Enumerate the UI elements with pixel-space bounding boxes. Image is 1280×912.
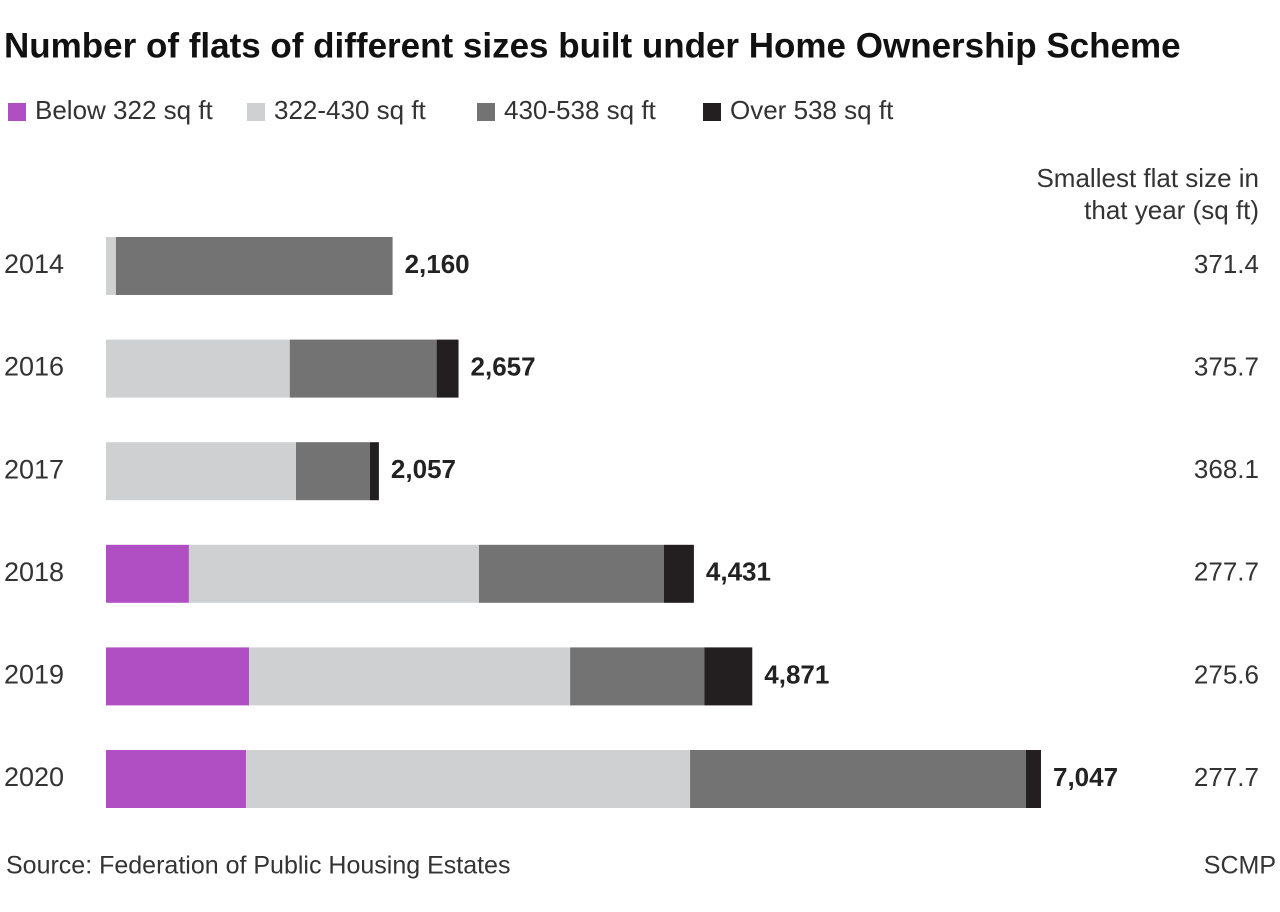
y-tick-label: 2017 bbox=[4, 454, 64, 484]
total-label: 4,871 bbox=[764, 659, 829, 689]
bar-segment bbox=[289, 339, 437, 398]
legend-swatch bbox=[247, 103, 265, 121]
bar-segment bbox=[1026, 750, 1041, 808]
bar-segment bbox=[295, 442, 370, 501]
y-tick-label: 2014 bbox=[4, 249, 64, 279]
bar-segment bbox=[436, 339, 459, 398]
total-label: 2,657 bbox=[471, 351, 536, 381]
total-label: 2,160 bbox=[405, 249, 470, 279]
chart-title: Number of flats of different sizes built… bbox=[4, 26, 1181, 65]
bar-segment bbox=[570, 647, 705, 706]
smallest-size: 371.4 bbox=[1194, 249, 1259, 279]
total-label: 4,431 bbox=[706, 557, 771, 587]
bar-segment bbox=[106, 237, 116, 295]
legend-swatch bbox=[703, 103, 721, 121]
legend-swatch bbox=[8, 103, 26, 121]
total-label: 2,057 bbox=[391, 454, 456, 484]
bar-segment bbox=[106, 339, 290, 398]
credit: SCMP bbox=[1204, 852, 1276, 880]
bar-segment bbox=[188, 544, 479, 603]
y-tick-label: 2016 bbox=[4, 352, 64, 382]
smallest-size: 277.7 bbox=[1194, 762, 1259, 792]
y-tick-label: 2020 bbox=[4, 762, 64, 792]
smallest-size: 277.7 bbox=[1194, 557, 1259, 587]
bar-segment bbox=[369, 442, 379, 501]
side-header: Smallest flat size in bbox=[1036, 163, 1259, 193]
legend-label: 322-430 sq ft bbox=[274, 95, 427, 125]
legend-label: Below 322 sq ft bbox=[35, 95, 214, 125]
y-tick-label: 2018 bbox=[4, 557, 64, 587]
smallest-size: 375.7 bbox=[1194, 351, 1259, 381]
y-tick-label: 2019 bbox=[4, 660, 64, 690]
bar-segment bbox=[704, 647, 753, 706]
bar-segment bbox=[106, 442, 296, 501]
legend-label: 430-538 sq ft bbox=[504, 95, 657, 125]
bar-segment bbox=[249, 647, 571, 706]
bar-segment bbox=[245, 750, 691, 808]
side-header: that year (sq ft) bbox=[1084, 195, 1259, 225]
source: Source: Federation of Public Housing Est… bbox=[6, 852, 510, 880]
bar-segment bbox=[115, 237, 393, 295]
bar-segment bbox=[478, 544, 664, 603]
bar-segment bbox=[690, 750, 1027, 808]
bar-segment bbox=[663, 544, 694, 603]
bar-segment bbox=[106, 544, 189, 603]
bar-segment bbox=[106, 750, 246, 808]
total-label: 7,047 bbox=[1053, 762, 1118, 792]
smallest-size: 275.6 bbox=[1194, 659, 1259, 689]
legend-label: Over 538 sq ft bbox=[730, 95, 894, 125]
bar-segment bbox=[106, 647, 250, 706]
smallest-size: 368.1 bbox=[1194, 454, 1259, 484]
legend-swatch bbox=[477, 103, 495, 121]
